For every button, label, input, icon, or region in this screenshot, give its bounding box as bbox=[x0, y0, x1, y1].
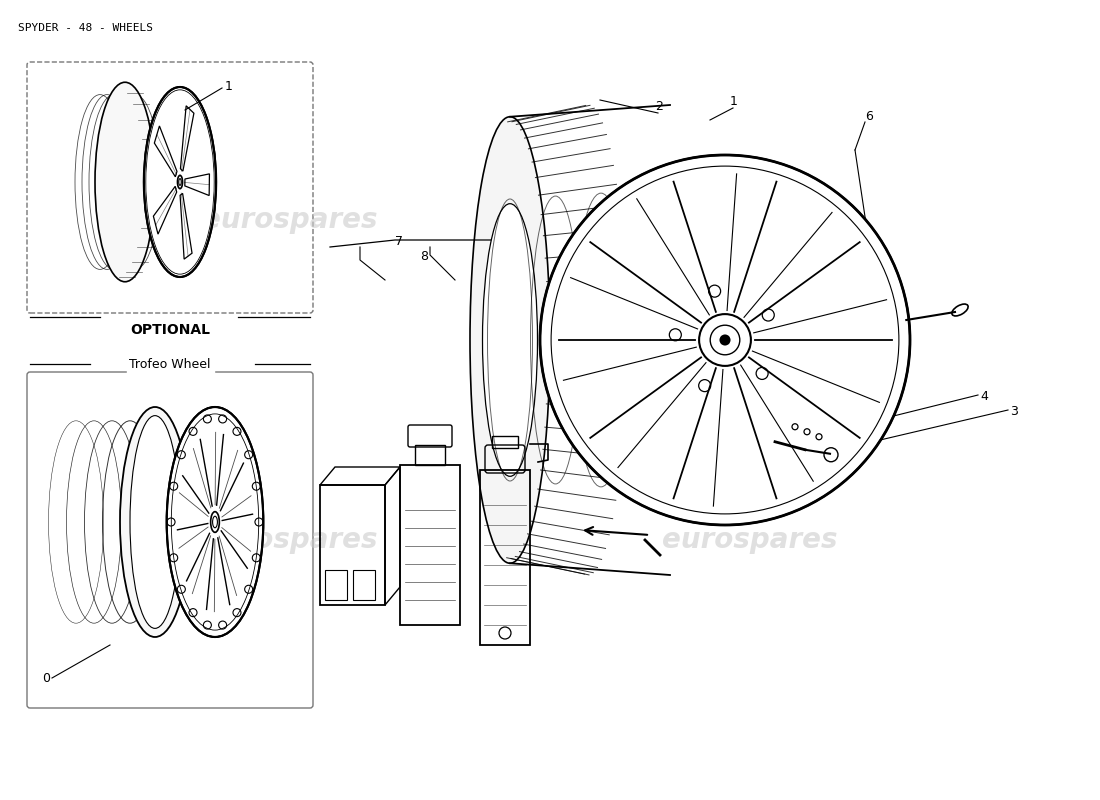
Text: 7: 7 bbox=[395, 235, 403, 248]
Ellipse shape bbox=[167, 407, 263, 637]
Text: 3: 3 bbox=[1010, 405, 1018, 418]
Text: Trofeo Wheel: Trofeo Wheel bbox=[130, 358, 211, 370]
Text: 1: 1 bbox=[226, 80, 233, 93]
Ellipse shape bbox=[483, 204, 538, 476]
Circle shape bbox=[719, 334, 730, 346]
Text: 2: 2 bbox=[654, 100, 663, 113]
Circle shape bbox=[540, 155, 910, 525]
Text: eurospares: eurospares bbox=[202, 206, 377, 234]
Text: 4: 4 bbox=[980, 390, 988, 403]
Text: 0: 0 bbox=[42, 672, 50, 685]
Ellipse shape bbox=[130, 416, 180, 628]
FancyBboxPatch shape bbox=[28, 62, 313, 313]
Ellipse shape bbox=[95, 82, 155, 282]
Bar bbox=[400, 465, 460, 625]
Bar bbox=[415, 445, 446, 465]
Bar bbox=[492, 436, 518, 448]
Text: 1: 1 bbox=[730, 95, 738, 108]
Text: eurospares: eurospares bbox=[662, 206, 838, 234]
Text: OPTIONAL: OPTIONAL bbox=[130, 323, 210, 337]
Ellipse shape bbox=[470, 117, 550, 563]
Text: 6: 6 bbox=[865, 110, 873, 123]
Ellipse shape bbox=[952, 304, 968, 316]
FancyBboxPatch shape bbox=[28, 372, 313, 708]
Ellipse shape bbox=[120, 407, 190, 637]
Text: eurospares: eurospares bbox=[202, 526, 377, 554]
Bar bbox=[324, 570, 346, 600]
Bar bbox=[320, 485, 385, 605]
Bar bbox=[480, 470, 530, 645]
Text: eurospares: eurospares bbox=[662, 526, 838, 554]
Text: 5: 5 bbox=[870, 400, 878, 413]
Text: SPYDER - 48 - WHEELS: SPYDER - 48 - WHEELS bbox=[18, 23, 153, 33]
Bar bbox=[353, 570, 375, 600]
Text: 8: 8 bbox=[420, 250, 428, 263]
Ellipse shape bbox=[144, 87, 216, 277]
